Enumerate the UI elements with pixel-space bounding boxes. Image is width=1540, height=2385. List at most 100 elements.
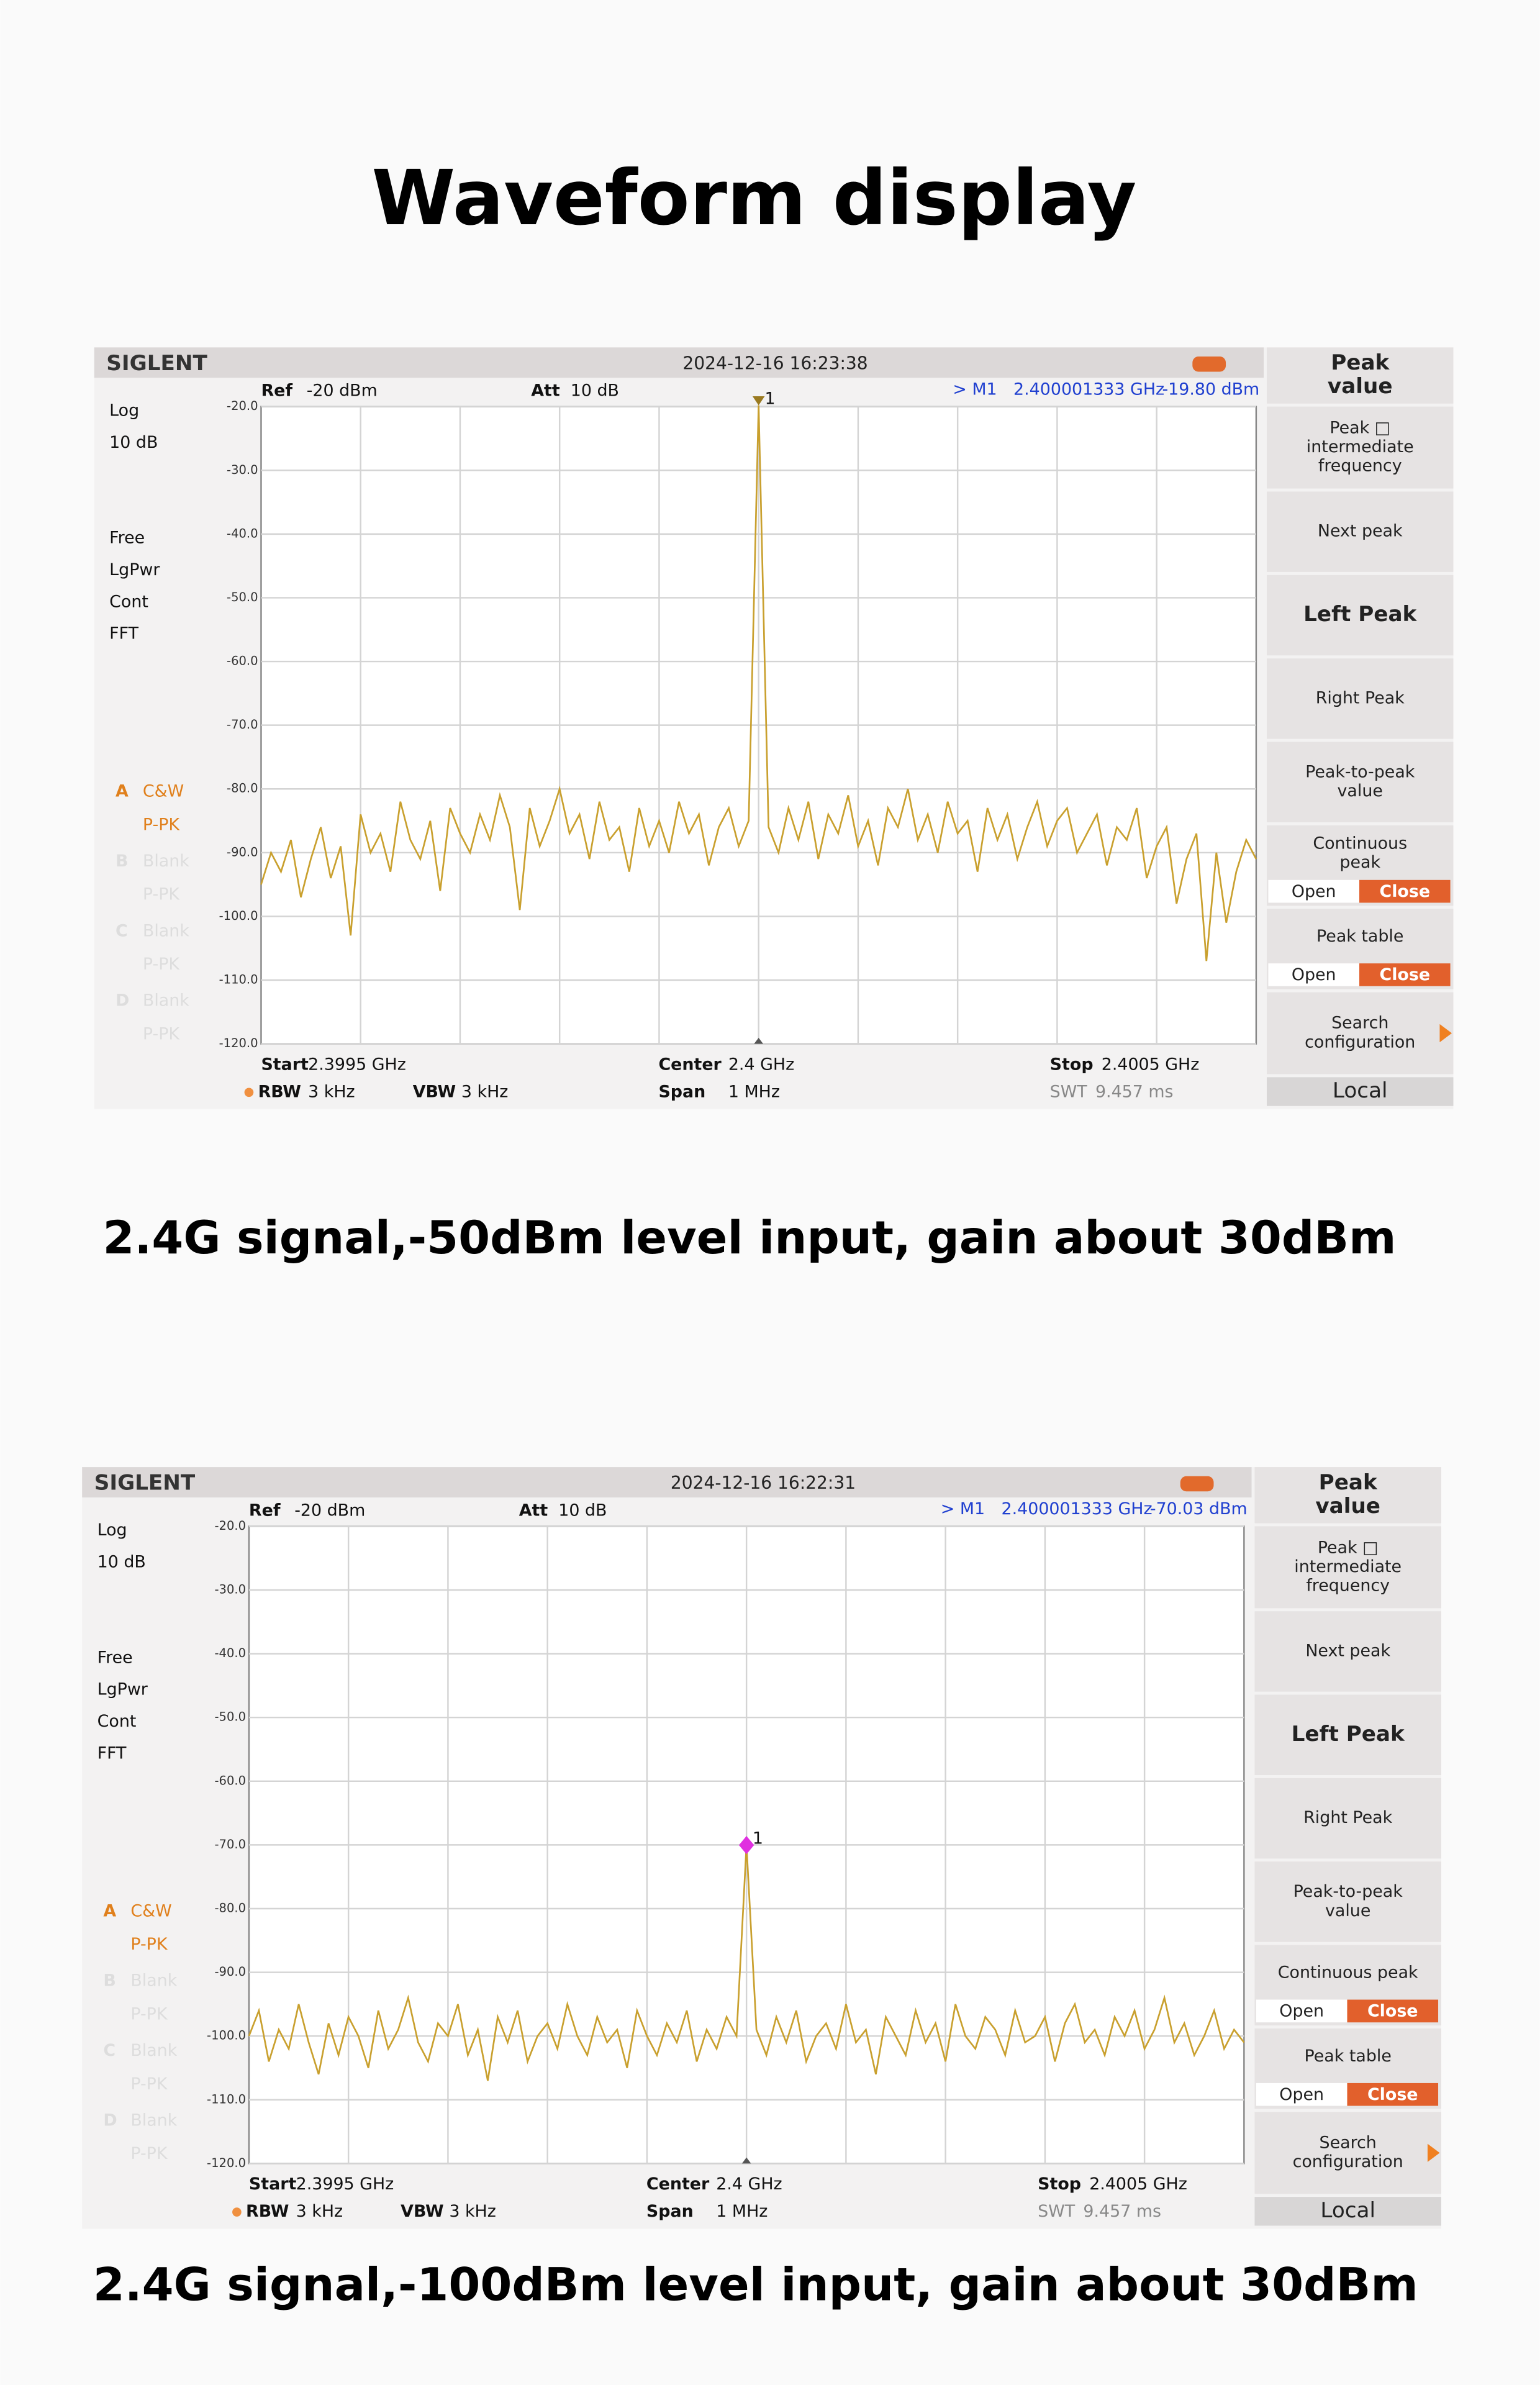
marker-level: -70.03 dBm	[1150, 1499, 1248, 1519]
option-close[interactable]	[1347, 2083, 1439, 2106]
marker-freq: 2.400001333 GHz	[1013, 379, 1164, 399]
stop-value: 2.4005 GHz	[1089, 2174, 1187, 2194]
menu-label: configuration	[1293, 2152, 1403, 2171]
y-tick-label: -60.0	[227, 654, 258, 668]
trace-id: B	[116, 852, 128, 871]
menu-button[interactable]	[1267, 347, 1454, 404]
center-label: Center	[646, 2174, 710, 2194]
vbw-label: VBW	[413, 1082, 456, 1101]
menu-label: Continuous peak	[1278, 1963, 1418, 1982]
option-close[interactable]	[1359, 963, 1451, 986]
status-label: Log	[109, 401, 139, 420]
menu-button[interactable]	[1267, 406, 1454, 489]
option-open[interactable]	[1256, 2083, 1348, 2106]
menu-label: Peak table	[1316, 927, 1403, 946]
option-close[interactable]	[1359, 879, 1451, 903]
menu-label: value	[1328, 374, 1393, 399]
menu-button[interactable]	[1254, 1694, 1441, 1776]
y-tick-label: -30.0	[227, 463, 258, 477]
menu-label: frequency	[1318, 457, 1402, 476]
status-label: Cont	[109, 592, 148, 611]
y-tick-label: -110.0	[207, 2092, 246, 2106]
menu-label: Right Peak	[1303, 1808, 1392, 1827]
submenu-arrow	[1427, 2143, 1440, 2162]
rbw-indicator	[244, 1088, 254, 1097]
trace-id: C	[103, 2041, 116, 2060]
swt-value: 9.457 ms	[1095, 1082, 1174, 1101]
menu-button[interactable]	[1254, 1526, 1441, 1609]
y-tick-label: -30.0	[214, 1583, 246, 1597]
trace-mode: C&W	[130, 1901, 171, 1920]
menu-button[interactable]	[1267, 491, 1454, 572]
menu-label: value	[1338, 781, 1383, 801]
trace-id: C	[116, 921, 128, 940]
trace-mode: Blank	[130, 2110, 177, 2130]
stop-label: Stop	[1038, 2174, 1081, 2194]
trace-detector: P-PK	[130, 2074, 168, 2094]
y-tick-label: -80.0	[214, 1901, 246, 1915]
menu-button[interactable]	[1267, 742, 1454, 822]
swt-value: 9.457 ms	[1083, 2202, 1161, 2221]
battery-icon	[1192, 357, 1226, 372]
option-label: Close	[1367, 2085, 1418, 2104]
menu-button[interactable]	[1267, 1077, 1454, 1106]
option-label: Close	[1380, 882, 1431, 901]
y-tick-label: -40.0	[214, 1646, 246, 1660]
menu-label: peak	[1339, 853, 1380, 872]
trace-mode: Blank	[130, 1971, 177, 1991]
menu-label: Peak table	[1305, 2047, 1392, 2066]
trace	[260, 405, 1257, 961]
option-label: Close	[1380, 965, 1431, 984]
menu-label: value	[1315, 1494, 1380, 1519]
marker-label: 1	[764, 389, 775, 408]
status-label: 10 dB	[97, 1553, 146, 1572]
status-label: 10 dB	[109, 433, 158, 452]
menu-label: Next peak	[1318, 522, 1403, 541]
menu-button[interactable]	[1254, 2112, 1441, 2194]
menu-button[interactable]	[1254, 2197, 1441, 2226]
brand: SIGLENT	[94, 1471, 196, 1496]
marker-freq: 2.400001333 GHz	[1002, 1499, 1153, 1519]
menu-button[interactable]	[1267, 658, 1454, 739]
rbw-label: RBW	[258, 1082, 301, 1101]
status-label: FFT	[97, 1743, 127, 1763]
header-bar	[82, 1467, 1252, 1497]
peak-marker	[752, 396, 765, 406]
menu-button[interactable]	[1254, 1861, 1441, 1942]
option-open[interactable]	[1268, 963, 1360, 986]
option-label: Open	[1292, 965, 1336, 984]
peak-marker	[738, 1836, 754, 1855]
y-tick-label: -50.0	[227, 590, 258, 604]
y-tick-label: -40.0	[227, 526, 258, 540]
rbw-value: 3 kHz	[308, 1082, 355, 1101]
swt-label: SWT	[1050, 1082, 1088, 1101]
menu-button[interactable]	[1267, 575, 1454, 656]
option-open[interactable]	[1268, 879, 1360, 903]
trace-id: A	[116, 782, 129, 801]
start-value: 2.3995 GHz	[308, 1055, 406, 1074]
caption: 2.4G signal,-100dBm level input, gain ab…	[93, 2259, 1418, 2312]
span-value: 1 MHz	[728, 1082, 780, 1101]
option-label: Open	[1292, 882, 1336, 901]
vbw-value: 3 kHz	[461, 1082, 508, 1101]
trace-id: A	[103, 1901, 116, 1920]
swt-label: SWT	[1038, 2202, 1076, 2221]
menu-button[interactable]	[1267, 992, 1454, 1074]
y-tick-label: -20.0	[227, 399, 258, 413]
stop-value: 2.4005 GHz	[1102, 1055, 1200, 1074]
menu-button[interactable]	[1254, 1467, 1441, 1524]
marker-id: > M1	[953, 379, 997, 399]
y-tick-label: -60.0	[214, 1773, 246, 1788]
rbw-indicator	[232, 2207, 242, 2217]
menu-label: intermediate	[1294, 1557, 1402, 1576]
menu-button[interactable]	[1254, 1611, 1441, 1692]
timestamp: 2024-12-16 16:22:31	[671, 1473, 856, 1493]
att-label: Att	[519, 1501, 548, 1520]
ref-value: -20 dBm	[307, 381, 378, 401]
menu-button[interactable]	[1254, 1778, 1441, 1859]
option-open[interactable]	[1256, 1999, 1348, 2023]
status-label: LgPwr	[109, 560, 160, 579]
option-label: Close	[1367, 2002, 1418, 2021]
trace-mode: Blank	[143, 921, 189, 940]
option-close[interactable]	[1347, 1999, 1439, 2023]
